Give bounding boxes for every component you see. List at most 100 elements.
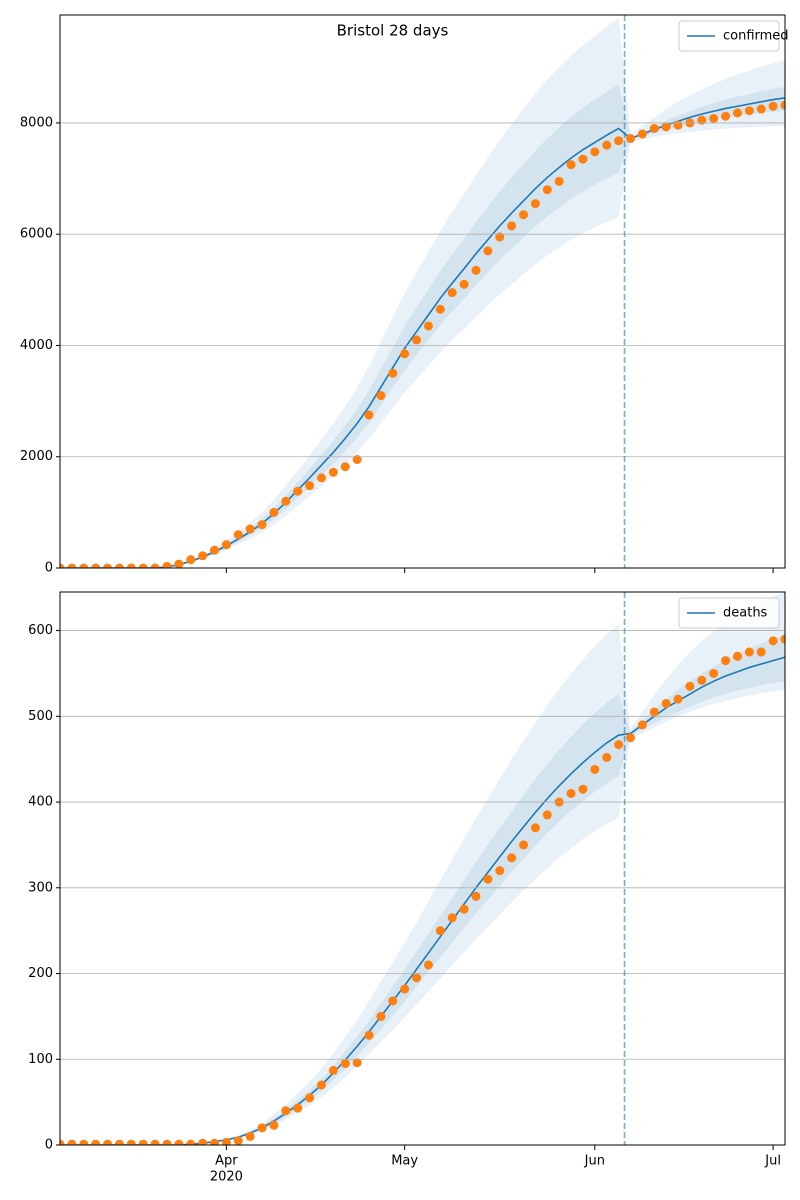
observation: [210, 1138, 220, 1145]
observation: [412, 335, 422, 345]
legend-box: [678, 597, 780, 629]
observation: [566, 160, 576, 170]
observation: [578, 784, 588, 794]
observation: [423, 960, 433, 970]
observation: [637, 720, 647, 730]
observation: [602, 752, 612, 762]
observation: [519, 840, 529, 850]
observation: [744, 106, 754, 116]
observation: [126, 1139, 136, 1145]
observation: [162, 1139, 172, 1145]
observation: [697, 115, 707, 125]
observation: [328, 1065, 338, 1075]
observation: [614, 740, 624, 750]
observation: [210, 545, 220, 555]
legend-label: confirmed: [723, 29, 789, 44]
observation: [495, 866, 505, 876]
observation: [530, 823, 540, 833]
observation: [245, 524, 255, 534]
observation: [483, 246, 493, 256]
observation: [697, 675, 707, 685]
observation: [257, 1123, 267, 1133]
observation: [625, 733, 635, 743]
observation: [435, 926, 445, 936]
observation: [685, 681, 695, 691]
observation: [293, 1103, 303, 1113]
chart-title: Bristol 28 days: [337, 22, 449, 40]
observation: [352, 455, 362, 465]
observation: [614, 136, 624, 146]
observation: [780, 634, 785, 644]
observation: [60, 563, 65, 568]
observation: [376, 1011, 386, 1021]
observation: [637, 129, 647, 139]
observation: [542, 810, 552, 820]
observation: [756, 647, 766, 657]
observation: [221, 1137, 231, 1145]
observation: [507, 853, 517, 863]
observation: [661, 698, 671, 708]
observation: [174, 559, 184, 568]
axes-frame: [59, 14, 786, 569]
observation: [198, 551, 208, 561]
observation: [305, 1093, 315, 1103]
observation: [233, 530, 243, 540]
observation: [257, 520, 267, 530]
observation: [340, 462, 350, 472]
observation: [400, 349, 410, 359]
observation: [768, 101, 778, 111]
observation: [554, 176, 564, 186]
observation: [412, 973, 422, 983]
observation: [269, 507, 279, 517]
observation: [114, 563, 124, 568]
observation: [126, 563, 136, 568]
y-tick-label: 2000: [20, 449, 53, 464]
y-tick-label: 300: [28, 880, 53, 895]
observation: [590, 764, 600, 774]
uncertainty-band: [60, 592, 785, 1145]
observation: [768, 636, 778, 646]
observation: [447, 913, 457, 923]
observation: [79, 1139, 89, 1145]
observation: [625, 134, 635, 144]
observation: [578, 154, 588, 164]
observation: [174, 1139, 184, 1145]
observation: [566, 788, 576, 798]
observation: [780, 100, 785, 110]
observation: [352, 1058, 362, 1068]
observation: [447, 288, 457, 298]
observation: [245, 1131, 255, 1141]
observation: [91, 563, 101, 568]
observation: [281, 496, 291, 506]
observation: [483, 874, 493, 884]
observation: [198, 1138, 208, 1145]
observation: [79, 563, 89, 568]
y-tick-label: 6000: [20, 227, 53, 242]
observation: [138, 1139, 148, 1145]
y-tick-label: 400: [28, 795, 53, 810]
y-tick-label: 8000: [20, 115, 53, 130]
y-tick-label: 4000: [20, 338, 53, 353]
observation: [542, 185, 552, 195]
observation: [673, 694, 683, 704]
observation: [162, 561, 172, 568]
observation: [649, 123, 659, 133]
observation: [281, 1106, 291, 1116]
y-tick-label: 0: [45, 1138, 53, 1153]
observation: [221, 540, 231, 550]
observation: [328, 467, 338, 477]
observation: [103, 1139, 113, 1145]
observation: [364, 410, 374, 420]
observation: [388, 368, 398, 378]
y-tick-label: 100: [28, 1052, 53, 1067]
observation: [340, 1059, 350, 1069]
observation: [673, 120, 683, 130]
observation: [459, 279, 469, 289]
plot-area: [60, 592, 785, 1145]
observation: [756, 104, 766, 114]
observation: [316, 1080, 326, 1090]
observation: [186, 1139, 196, 1145]
axes-frame: [59, 591, 786, 1146]
